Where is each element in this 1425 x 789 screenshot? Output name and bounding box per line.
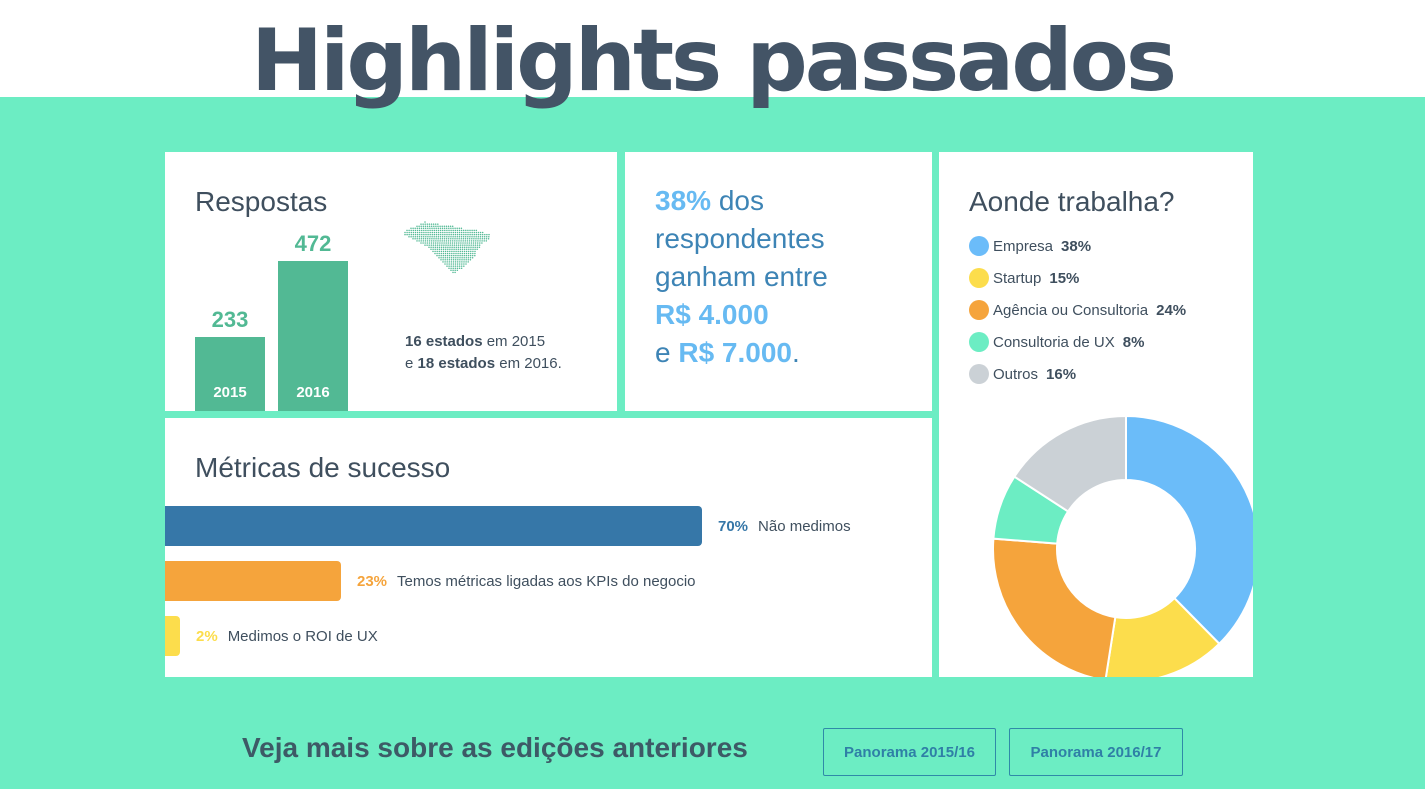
metric-bar [165,561,341,601]
metric-text: Não medimos [758,517,851,535]
metric-label: 2% Medimos o ROI de UX [196,616,378,656]
panorama-2016-17-button[interactable]: Panorama 2016/17 [1009,728,1183,776]
legend-dot [969,236,989,256]
respostas-heading: Respostas [195,186,328,217]
salario-end: . [792,337,800,368]
estados-2016-count: 18 estados [417,355,496,372]
estados-text: 16 estados em 2015 e 18 estados em 2016. [405,331,562,375]
legend-item: Startup 15% [969,267,1079,289]
salario-pct: 38% [655,185,712,216]
respostas-card: Respostas 2015 233 2016 472 16 estados em 2… [165,152,617,411]
respostas-bar-value: 233 [211,307,249,332]
trabalha-heading: Aonde trabalha? [969,186,1175,217]
legend-dot [969,268,989,288]
salario-text: 38% dos respondentes ganham entre R$ 4.00… [655,182,925,372]
legend-dot [969,300,989,320]
estados-conj: e [405,355,418,372]
donut-slice [1013,414,1127,513]
salario-conj: e [655,337,679,368]
donut-slice [1104,596,1221,677]
trabalha-donut-chart [992,414,1253,677]
salario-card: 38% dos respondentes ganham entre R$ 4.00… [625,152,932,411]
respostas-bar-2015: 2015 [195,337,265,411]
metric-bar [165,506,702,546]
footer-text: Veja mais sobre as edições anteriores [242,732,748,763]
legend-item: Agência ou Consultoria 24% [969,299,1186,321]
metric-text: Medimos o ROI de UX [227,627,378,645]
metricas-heading: Métricas de sucesso [195,452,451,483]
respostas-bar-year-label: 2015 [213,384,247,401]
salario-max: R$ 7.000 [678,337,792,368]
estados-2016-year: em 2016. [495,355,562,372]
salario-min: R$ 4.000 [655,299,769,330]
donut-slice [992,537,1117,677]
metricas-card: Métricas de sucesso 70% Não medimos 23% Tem… [165,418,932,677]
trabalha-card: Aonde trabalha? Empresa 38% Startup 15% Agên… [939,152,1253,677]
legend-label: Empresa [993,237,1054,255]
metric-label: 23% Temos métricas ligadas aos KPIs do ne… [357,561,696,601]
legend-pct: 38% [1061,237,1092,255]
legend-label: Consultoria de UX [993,333,1115,351]
respostas-bar-value: 472 [294,231,332,256]
legend-dot [969,332,989,352]
legend-pct: 24% [1156,301,1187,319]
panorama-2015-16-button[interactable]: Panorama 2015/16 [823,728,996,776]
metric-pct: 23% [357,572,388,590]
legend-item: Consultoria de UX 8% [969,331,1144,353]
respostas-bar-year-label: 2016 [296,384,330,401]
metric-bar [165,616,180,656]
metric-pct: 2% [196,627,218,645]
legend-pct: 16% [1046,365,1077,383]
legend-label: Startup [993,269,1042,287]
salario-desc: dos respondentes ganham entre [655,185,828,292]
legend-label: Agência ou Consultoria [993,301,1149,319]
estados-2015-year: em 2015 [482,333,546,350]
metric-text: Temos métricas ligadas aos KPIs do negoc… [397,572,696,590]
legend-item: Outros 16% [969,363,1076,385]
legend-pct: 15% [1049,269,1080,287]
page-title: Highlights passados [250,11,1177,111]
respostas-bar-2016: 2016 [278,261,348,411]
legend-pct: 8% [1122,333,1145,351]
brazil-map-icon [404,221,490,274]
legend-item: Empresa 38% [969,235,1091,257]
legend-label: Outros [993,365,1039,383]
metric-pct: 70% [718,517,749,535]
legend-dot [969,364,989,384]
donut-slice [1125,414,1253,646]
metric-label: 70% Não medimos [718,506,851,546]
estados-2015-count: 16 estados [405,333,483,350]
